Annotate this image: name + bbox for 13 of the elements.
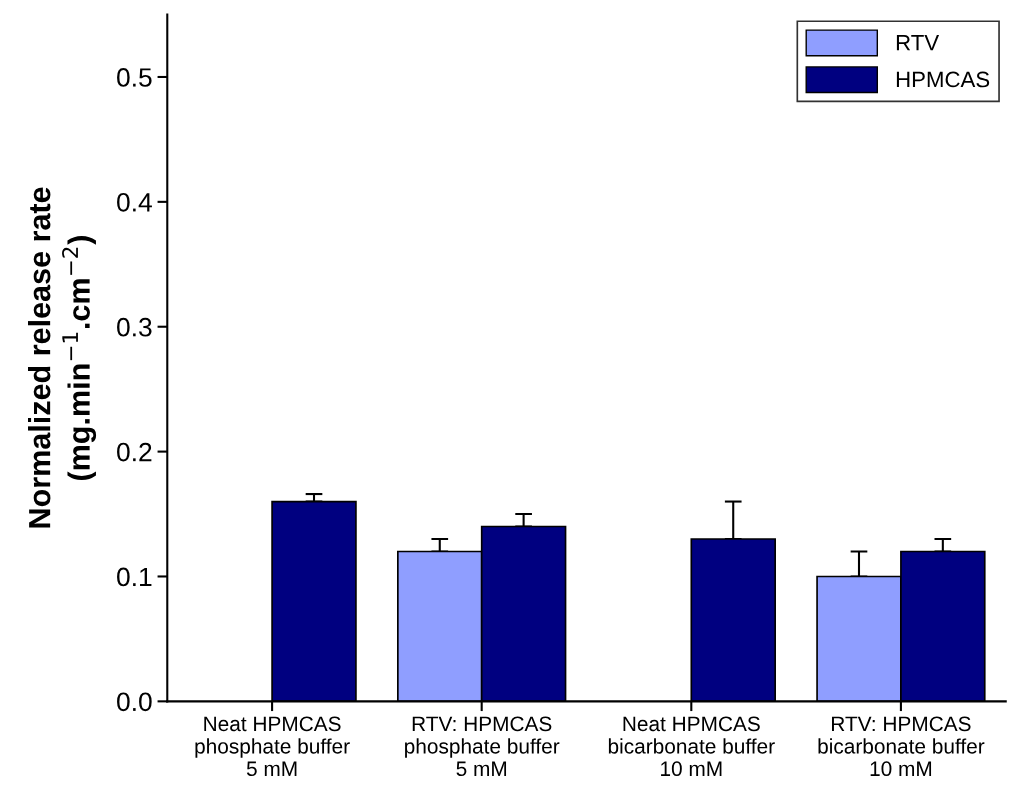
y-tick-label: 0.3 bbox=[117, 317, 152, 337]
x-tick-label: Neat HPMCAS phosphate buffer 5 mM bbox=[195, 716, 350, 777]
y-tick-label: 0.1 bbox=[117, 567, 152, 587]
legend-label: RTV bbox=[896, 35, 940, 51]
y-tick-label: 0.5 bbox=[117, 68, 152, 87]
legend-label: HPMCAS bbox=[896, 71, 990, 88]
y-tick-label: 0.0 bbox=[117, 692, 152, 712]
y-tick-label: 0.4 bbox=[117, 192, 152, 212]
x-tick-label: RTV: HPMCAS bicarbonate buffer 10 mM bbox=[818, 716, 985, 777]
x-tick-label: RTV: HPMCAS phosphate buffer 5 mM bbox=[405, 716, 560, 777]
x-tick-label: Neat HPMCAS bicarbonate buffer 10 mM bbox=[608, 716, 775, 777]
y-axis-title: Normalized release rate (mg.min$^{−1}$.cm$^{−2}$) bbox=[28, 187, 97, 528]
y-tick-label: 0.2 bbox=[117, 442, 152, 462]
